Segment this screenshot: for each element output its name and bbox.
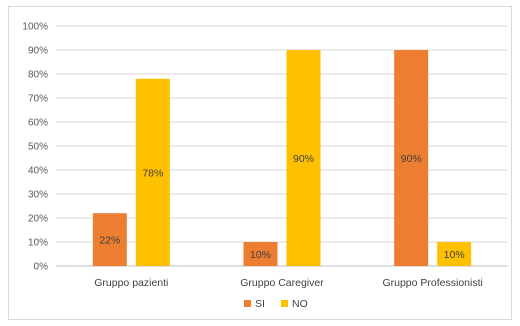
y-tick-label: 70%	[28, 94, 48, 105]
bar-no-1	[135, 78, 170, 266]
data-label: 22%	[99, 235, 120, 247]
category-label: Gruppo pazienti	[94, 277, 168, 289]
y-tick-label: 10%	[28, 238, 48, 249]
y-tick-label: 80%	[28, 70, 48, 81]
y-tick-label: 20%	[28, 214, 48, 225]
bars	[92, 50, 472, 266]
y-tick-label: 60%	[28, 118, 48, 129]
data-label: 90%	[293, 153, 314, 165]
y-tick-label: 40%	[28, 166, 48, 177]
legend-swatch-no	[281, 300, 288, 307]
bar-si-1	[92, 213, 127, 266]
legend-label-si: SI	[255, 298, 265, 310]
data-label: 10%	[444, 249, 465, 261]
bar-no-3	[437, 242, 472, 266]
y-tick-label: 50%	[28, 142, 48, 153]
y-tick-label: 100%	[22, 22, 48, 33]
legend: SI NO	[244, 298, 308, 310]
category-labels: Gruppo pazienti Gruppo Caregiver Gruppo Pr…	[94, 277, 483, 289]
gridlines	[56, 25, 508, 267]
category-label: Gruppo Professionisti	[382, 277, 482, 289]
category-label: Gruppo Caregiver	[240, 277, 324, 289]
y-tick-label: 0%	[34, 262, 49, 273]
data-label: 78%	[142, 167, 163, 179]
legend-label-no: NO	[292, 298, 308, 310]
legend-swatch-si	[244, 300, 251, 307]
bar-no-2	[286, 50, 321, 266]
data-labels: 22% 78% 10% 90% 90% 10%	[99, 153, 464, 261]
bar-si-3	[394, 50, 429, 266]
y-tick-label: 90%	[28, 46, 48, 57]
bar-si-2	[243, 242, 278, 266]
data-label: 10%	[250, 249, 271, 261]
y-axis-ticks: 0% 10% 20% 30% 40% 50% 60% 70% 80% 90% 100%	[22, 22, 48, 273]
y-tick-label: 30%	[28, 190, 48, 201]
data-label: 90%	[401, 153, 422, 165]
